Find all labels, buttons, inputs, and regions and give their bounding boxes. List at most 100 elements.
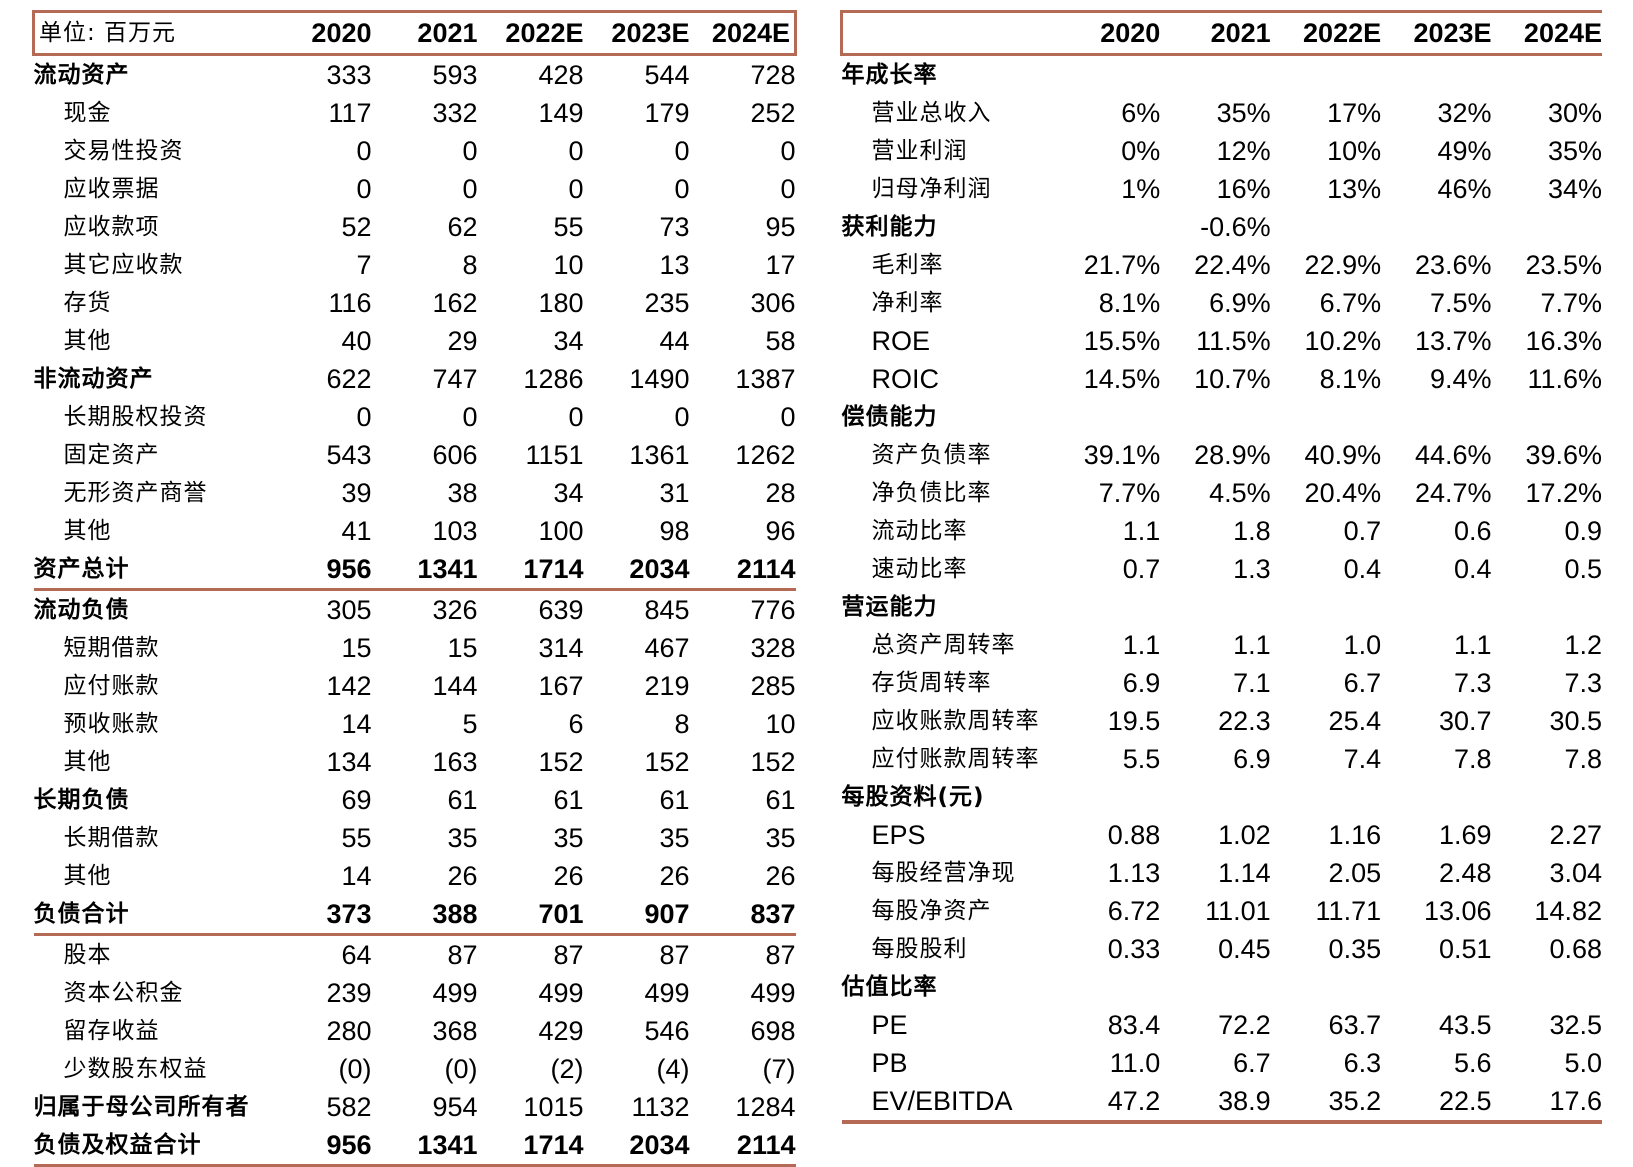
row-label: 归母净利润 bbox=[871, 176, 992, 202]
row-label: 现金 bbox=[63, 100, 112, 126]
row-value bbox=[1160, 55, 1270, 95]
table-row: 存货周转率 6.9 7.1 6.7 7.3 7.3 bbox=[842, 664, 1603, 702]
row-value: 499 bbox=[538, 978, 584, 1008]
unit-label: 单位: 百万元 bbox=[32, 10, 266, 56]
row-value: 14 bbox=[341, 709, 372, 739]
row-value: 6.9 bbox=[1233, 744, 1271, 774]
row-value: 7.3 bbox=[1453, 668, 1492, 698]
row-value: 1.2 bbox=[1564, 630, 1602, 660]
row-value: 7.8 bbox=[1453, 744, 1492, 774]
row-value: 1.1 bbox=[1122, 516, 1161, 546]
table-row: 流动比率 1.1 1.8 0.7 0.6 0.9 bbox=[842, 512, 1603, 550]
row-value: 19.5 bbox=[1107, 706, 1161, 736]
row-value: 0 bbox=[568, 402, 584, 432]
row-label: 少数股东权益 bbox=[63, 1056, 208, 1082]
table-row: 股本 64 87 87 87 87 bbox=[34, 935, 796, 975]
row-value bbox=[1381, 55, 1491, 95]
table-row: 年成长率 bbox=[842, 55, 1603, 95]
table-row: PB 11.0 6.7 6.3 5.6 5.0 bbox=[842, 1044, 1603, 1082]
row-label: 速动比率 bbox=[871, 556, 968, 582]
row-value bbox=[1160, 968, 1270, 1006]
row-value: 0.33 bbox=[1107, 934, 1161, 964]
table-row: 净负债比率 7.7% 4.5% 20.4% 24.7% 17.2% bbox=[842, 474, 1603, 512]
row-value: 2034 bbox=[583, 550, 690, 591]
row-value: 152 bbox=[644, 747, 690, 777]
row-value: 14 bbox=[341, 861, 372, 891]
row-value: 103 bbox=[432, 516, 478, 546]
row-label: 每股经营净现 bbox=[871, 860, 1016, 886]
row-value: 69 bbox=[341, 785, 372, 815]
row-value: 17.2% bbox=[1525, 478, 1602, 508]
row-value: 149 bbox=[538, 98, 584, 128]
table-row: 现金 117 332 149 179 252 bbox=[34, 94, 796, 132]
row-value: 776 bbox=[750, 595, 796, 625]
row-value: 163 bbox=[432, 747, 478, 777]
row-label: 净利率 bbox=[871, 290, 944, 316]
row-value: 13 bbox=[659, 250, 690, 280]
table-row: 应收款项 52 62 55 73 95 bbox=[34, 208, 796, 246]
row-value: 23.6% bbox=[1414, 250, 1492, 280]
row-value: 24.7% bbox=[1414, 478, 1492, 508]
row-value: 5.0 bbox=[1564, 1048, 1602, 1078]
row-value bbox=[1050, 208, 1160, 246]
row-value: 235 bbox=[644, 288, 690, 318]
row-label: 应付账款 bbox=[63, 673, 160, 699]
row-value: 8 bbox=[462, 250, 478, 280]
table-row: 应付账款 142 144 167 219 285 bbox=[34, 667, 796, 705]
row-label: 流动资产 bbox=[33, 62, 130, 88]
year-header: 2024E bbox=[1491, 10, 1602, 56]
row-label: 净负债比率 bbox=[871, 480, 992, 506]
row-value: 0 bbox=[780, 136, 796, 166]
row-label: 其他 bbox=[63, 328, 112, 354]
table-row: 留存收益 280 368 429 546 698 bbox=[34, 1012, 796, 1050]
table-row: 交易性投资 0 0 0 0 0 bbox=[34, 132, 796, 170]
row-value: 39.6% bbox=[1525, 440, 1602, 470]
row-value: 0 bbox=[568, 136, 584, 166]
row-value bbox=[1050, 398, 1160, 436]
row-value: 40 bbox=[341, 326, 372, 356]
row-value bbox=[1381, 398, 1491, 436]
row-value: 333 bbox=[326, 60, 372, 90]
table-row: EV/EBITDA 47.2 38.9 35.2 22.5 17.6 bbox=[841, 1082, 1602, 1124]
row-value: 11.0 bbox=[1109, 1048, 1161, 1078]
row-value: 2034 bbox=[583, 1126, 690, 1167]
row-value: 14.82 bbox=[1534, 896, 1602, 926]
row-value: 96 bbox=[765, 516, 796, 546]
table-row: 其他 41 103 100 98 96 bbox=[34, 512, 796, 550]
row-value: 0 bbox=[462, 136, 478, 166]
row-value: 1.1 bbox=[1453, 630, 1492, 660]
row-value: 1714 bbox=[477, 1126, 584, 1167]
row-label: 年成长率 bbox=[841, 62, 938, 88]
row-value: 7.5% bbox=[1429, 288, 1492, 318]
row-value: 35 bbox=[659, 823, 690, 853]
row-value: 28 bbox=[765, 478, 796, 508]
row-value bbox=[1492, 968, 1602, 1006]
row-value: 61 bbox=[659, 785, 690, 815]
row-label: 其他 bbox=[63, 749, 112, 775]
row-label: EPS bbox=[871, 820, 926, 850]
row-value bbox=[1271, 778, 1381, 816]
row-value: 6 bbox=[568, 709, 584, 739]
row-value: 62 bbox=[447, 212, 478, 242]
row-value bbox=[1381, 778, 1491, 816]
row-value: 428 bbox=[538, 60, 584, 90]
row-value: 35.2 bbox=[1270, 1082, 1382, 1124]
row-value: 280 bbox=[326, 1016, 372, 1046]
row-label: 长期股权投资 bbox=[63, 404, 208, 430]
table-row: ROIC 14.5% 10.7% 8.1% 9.4% 11.6% bbox=[842, 360, 1603, 398]
row-value: 39 bbox=[341, 478, 372, 508]
row-label: 资产总计 bbox=[33, 550, 266, 591]
row-value bbox=[1050, 588, 1160, 626]
row-value: 1.0 bbox=[1343, 630, 1382, 660]
row-value: 0.35 bbox=[1328, 934, 1382, 964]
row-label: 应收账款周转率 bbox=[871, 708, 1040, 734]
year-header: 2021 bbox=[371, 10, 478, 56]
ratio-table: 2020 2021 2022E 2023E 2024E 年成长率 营业总收入 6% 3… bbox=[839, 10, 1603, 1124]
row-value: 11.6% bbox=[1527, 364, 1602, 394]
table-row: 负债及权益合计 956 1341 1714 2034 2114 bbox=[33, 1126, 796, 1167]
row-value: 12% bbox=[1216, 136, 1271, 166]
ratio-header-blank bbox=[839, 10, 1050, 56]
row-label: 流动比率 bbox=[871, 518, 968, 544]
row-value: 116 bbox=[328, 288, 372, 318]
row-value: 20.4% bbox=[1304, 478, 1382, 508]
